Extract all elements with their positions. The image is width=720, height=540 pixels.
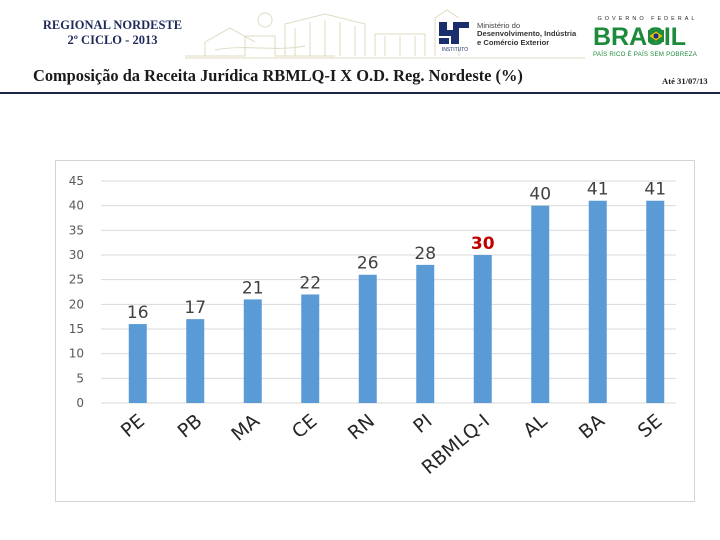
x-tick-label: PB <box>174 410 207 443</box>
x-tick-label: AL <box>519 410 552 442</box>
ministerio-caption: Ministério do Desenvolvimento, Indústria… <box>477 21 587 47</box>
title-rule <box>0 92 720 94</box>
brazil-flag-icon <box>648 30 664 42</box>
x-tick-label: PI <box>409 410 436 438</box>
y-tick-label: 10 <box>69 347 84 361</box>
x-tick-label: MA <box>227 410 264 446</box>
chart-frame: 0 5 10 15 20 25 30 35 40 45 16 PE 17 PB 21 MA 22 CE 26 RN 28… <box>55 160 695 502</box>
data-label: 26 <box>357 254 379 274</box>
cycle-label: 2º CICLO - 2013 <box>67 33 158 47</box>
date-note: Até 31/07/13 <box>662 76 708 86</box>
y-tick-label: 25 <box>69 273 84 287</box>
y-tick-label: 0 <box>76 396 84 410</box>
bar <box>473 255 492 403</box>
data-label: 41 <box>644 180 666 200</box>
slide-title: Composição da Receita Jurídica RBMLQ-I X… <box>33 66 523 85</box>
data-label: 28 <box>414 244 436 264</box>
bar <box>358 274 377 403</box>
bar <box>186 319 205 403</box>
bar <box>588 200 607 403</box>
x-tick-label: BA <box>575 410 609 444</box>
bar <box>416 264 435 403</box>
building-sketch-decoration <box>185 9 585 59</box>
bar <box>646 200 665 403</box>
data-label: 40 <box>529 185 551 205</box>
regional-name: REGIONAL NORDESTE <box>42 18 183 32</box>
data-label: 21 <box>242 278 264 298</box>
y-tick-label: 40 <box>69 199 84 213</box>
bar-chart: 0 5 10 15 20 25 30 35 40 45 16 PE 17 PB 21 MA 22 CE 26 RN 28… <box>69 174 676 479</box>
y-tick-label: 5 <box>76 371 84 385</box>
data-label: 17 <box>184 298 206 318</box>
y-tick-label: 15 <box>69 322 84 336</box>
regional-caption: REGIONAL NORDESTE 2º CICLO - 2013 <box>30 18 195 48</box>
bar <box>531 205 550 403</box>
bar <box>301 294 320 403</box>
y-tick-label: 20 <box>69 297 84 311</box>
brasil-slogan: PAÍS RICO É PAÍS SEM POBREZA <box>593 51 698 58</box>
y-tick-label: 30 <box>69 248 84 262</box>
x-tick-label: PE <box>117 410 149 442</box>
governo-federal-label: GOVERNO FEDERAL <box>597 16 698 22</box>
bar <box>128 324 147 403</box>
data-label: 41 <box>587 180 609 200</box>
x-tick-label: SE <box>634 410 667 442</box>
y-tick-label: 35 <box>69 223 84 237</box>
data-label: 30 <box>471 234 495 254</box>
bar <box>243 299 262 403</box>
x-tick-label: CE <box>288 410 322 443</box>
brasil-logo-word: BRASIL <box>593 23 687 51</box>
slide-header: REGIONAL NORDESTE 2º CICLO - 2013 INSTIT… <box>0 0 720 62</box>
ministerio-line-1: Ministério do <box>477 21 521 30</box>
ministerio-line-3: e Comércio Exterior <box>477 37 550 47</box>
data-label: 22 <box>299 273 321 293</box>
y-tick-label: 45 <box>69 174 84 188</box>
inpi-label: INSTITUTO <box>441 47 469 53</box>
data-label: 16 <box>127 303 149 323</box>
inpi-logo-icon <box>437 18 471 46</box>
ministerio-line-2: Desenvolvimento, Indústria <box>477 29 577 39</box>
x-tick-label: RN <box>344 410 379 444</box>
